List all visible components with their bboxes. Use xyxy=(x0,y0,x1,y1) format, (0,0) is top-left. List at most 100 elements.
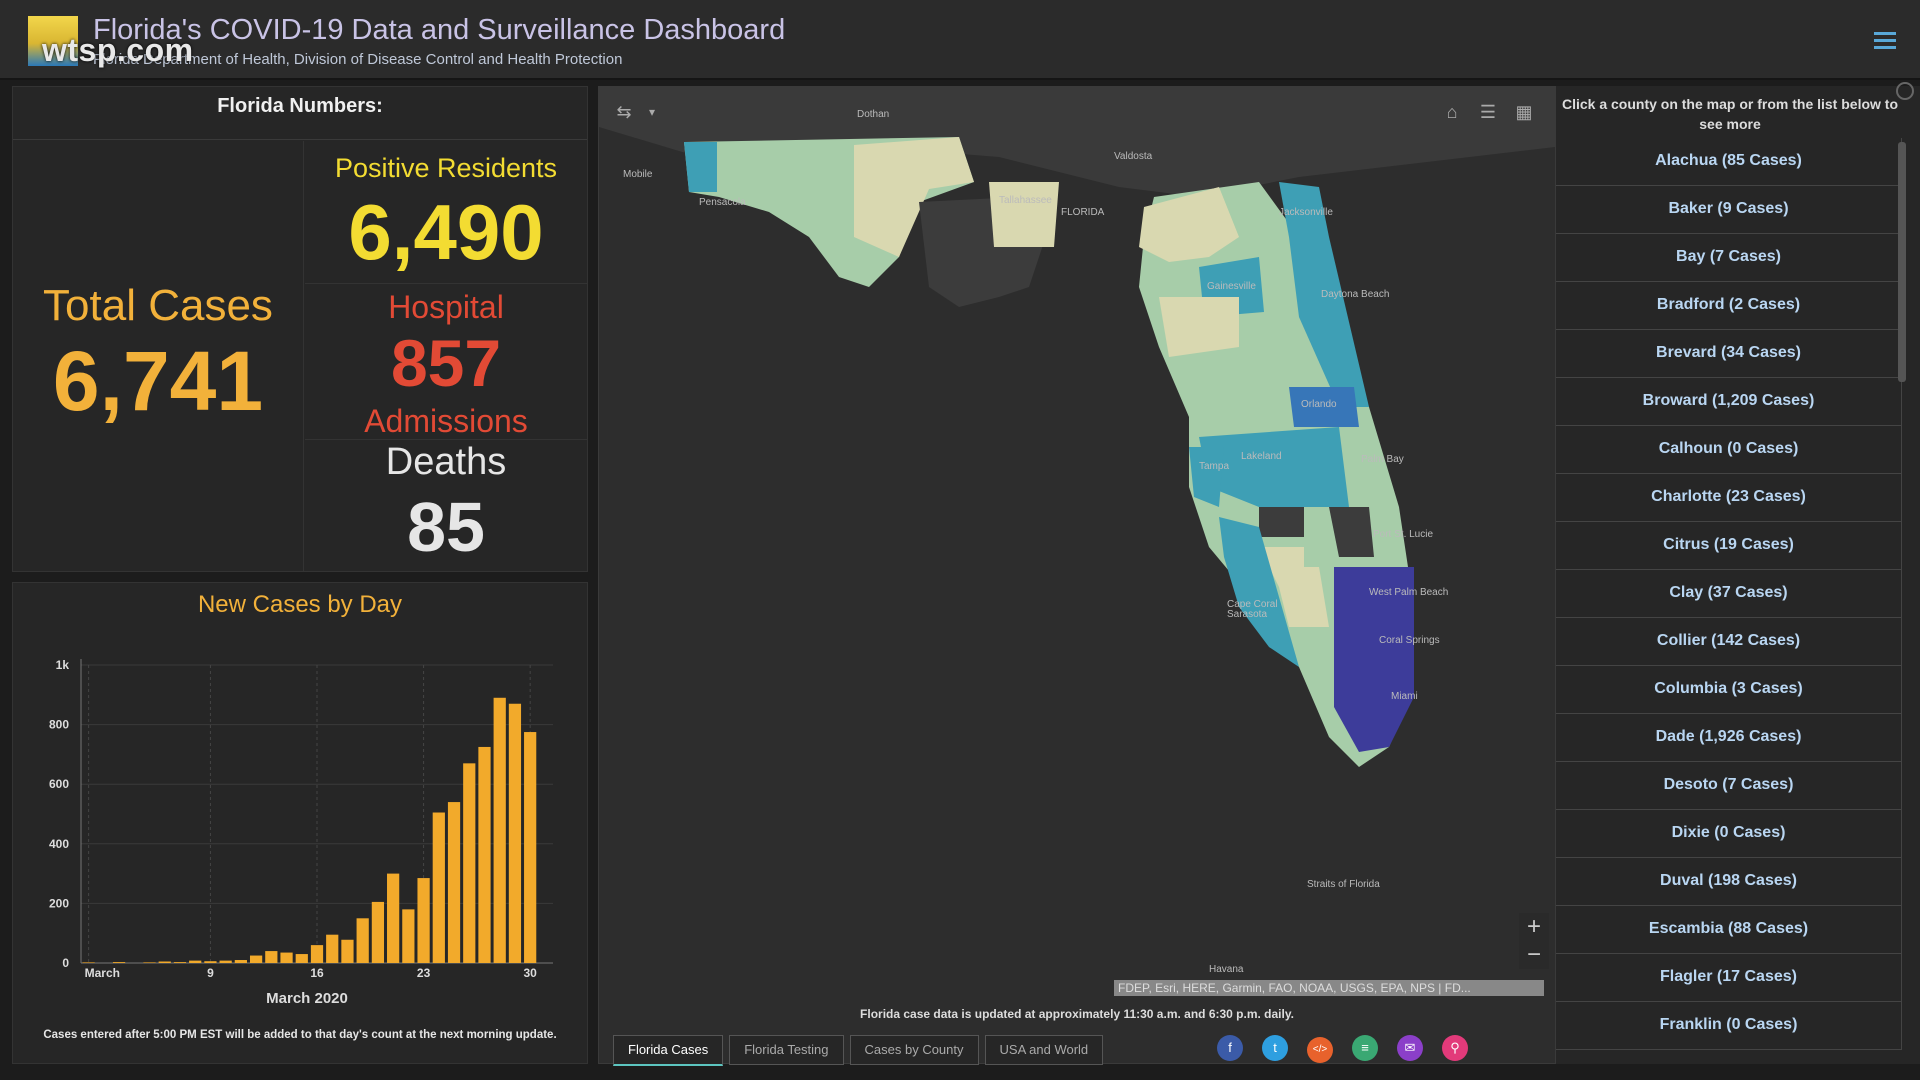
home-icon[interactable]: ⌂ xyxy=(1446,102,1458,122)
map-county-sarasota-lee[interactable] xyxy=(1219,517,1299,667)
city-label: Valdosta xyxy=(1114,151,1153,162)
map-county-north-low[interactable] xyxy=(1139,187,1239,262)
chart-bar xyxy=(189,960,202,963)
grid-icon[interactable]: ▦ xyxy=(1515,102,1533,122)
county-item-brevard[interactable]: Brevard (34 Cases) xyxy=(1556,330,1902,378)
county-item-bay[interactable]: Bay (7 Cases) xyxy=(1556,234,1902,282)
map-county-central[interactable] xyxy=(1199,427,1349,507)
chart-bar xyxy=(326,934,339,963)
city-label: West Palm Beach xyxy=(1369,587,1448,598)
map-county-orange[interactable] xyxy=(1289,387,1359,427)
county-item-desoto[interactable]: Desoto (7 Cases) xyxy=(1556,762,1902,810)
tab-florida-cases[interactable]: Florida Cases xyxy=(613,1035,724,1066)
chart-bar xyxy=(493,697,506,963)
county-item-dade[interactable]: Dade (1,926 Cases) xyxy=(1556,714,1902,762)
positive-residents-label: Positive Residents xyxy=(334,153,558,183)
county-item-clay[interactable]: Clay (37 Cases) xyxy=(1556,570,1902,618)
map-attribution: FDEP, Esri, HERE, Garmin, FAO, NOAA, USG… xyxy=(1114,980,1544,996)
map-county-lake-okeechobee[interactable] xyxy=(1329,507,1374,557)
facebook-icon[interactable]: f xyxy=(1217,1035,1243,1061)
map-county-dark-inland[interactable] xyxy=(1259,507,1304,537)
county-item-bradford[interactable]: Bradford (2 Cases) xyxy=(1556,282,1902,330)
map-county-east-coast[interactable] xyxy=(1289,237,1369,407)
city-label: Orlando xyxy=(1301,399,1337,410)
x-axis-label: March 2020 xyxy=(266,990,348,1007)
city-label: Tampa xyxy=(1199,461,1229,472)
florida-numbers-panel: Florida Numbers: Total Cases 6,741 Posit… xyxy=(12,86,588,572)
map-county-southwest-low[interactable] xyxy=(1259,547,1329,627)
county-item-franklin[interactable]: Franklin (0 Cases) xyxy=(1556,1002,1902,1050)
chart-bar xyxy=(234,960,247,963)
y-tick-label: 0 xyxy=(62,956,69,970)
county-item-collier[interactable]: Collier (142 Cases) xyxy=(1556,618,1902,666)
chart-bar xyxy=(310,945,324,963)
map-county-hillsborough[interactable] xyxy=(1189,447,1224,507)
map-county-duval[interactable] xyxy=(1279,182,1329,237)
embed-icon[interactable]: </> xyxy=(1307,1037,1333,1063)
florida-map-panel[interactable]: Dothan Valdosta Mobile Pensacola Tallaha… xyxy=(598,86,1556,1066)
city-label: Miami xyxy=(1391,691,1418,702)
county-item-charlotte[interactable]: Charlotte (23 Cases) xyxy=(1556,474,1902,522)
county-list-scrollbar[interactable] xyxy=(1898,142,1906,382)
divider xyxy=(305,439,587,440)
map-county-escambia[interactable] xyxy=(684,142,717,192)
chart-bar xyxy=(417,878,430,963)
chart-bar xyxy=(143,962,156,963)
county-list-panel: Click a county on the map or from the li… xyxy=(1556,86,1920,1064)
divider xyxy=(305,283,587,284)
florida-health-logo xyxy=(28,16,78,66)
chart-bar xyxy=(265,951,278,963)
y-tick-label: 800 xyxy=(49,718,69,732)
x-tick-label: 30 xyxy=(523,966,537,980)
county-item-broward[interactable]: Broward (1,209 Cases) xyxy=(1556,378,1902,426)
numbers-title: Florida Numbers: xyxy=(217,95,383,117)
chart-bar xyxy=(158,961,171,963)
tab-florida-testing[interactable]: Florida Testing xyxy=(729,1035,844,1065)
total-cases-label: Total Cases xyxy=(43,281,273,330)
county-list: Alachua (85 Cases) Baker (9 Cases) Bay (… xyxy=(1556,138,1902,1050)
county-item-duval[interactable]: Duval (198 Cases) xyxy=(1556,858,1902,906)
city-label: Palm Bay xyxy=(1361,454,1404,465)
bookmark-icon[interactable]: ⇆ xyxy=(616,102,632,122)
zoom-out-button[interactable]: − xyxy=(1519,941,1549,969)
map-county-leon[interactable] xyxy=(989,182,1059,247)
chart-bar xyxy=(524,732,537,963)
link-icon[interactable]: ⚲ xyxy=(1442,1035,1468,1061)
county-item-columbia[interactable]: Columbia (3 Cases) xyxy=(1556,666,1902,714)
city-label: Tallahassee xyxy=(999,195,1052,206)
map-land-north xyxy=(599,87,1555,197)
map-county-palm-beach-broward[interactable] xyxy=(1334,567,1414,752)
twitter-icon[interactable]: t xyxy=(1262,1035,1288,1061)
county-item-escambia[interactable]: Escambia (88 Cases) xyxy=(1556,906,1902,954)
data-update-note: Florida case data is updated at approxim… xyxy=(860,1007,1294,1021)
dashboard-tabs: Florida Cases Florida Testing Cases by Cou… xyxy=(613,1035,1109,1066)
map-county-west-low[interactable] xyxy=(1159,297,1239,357)
city-label: Lakeland xyxy=(1241,451,1282,462)
zoom-in-button[interactable]: + xyxy=(1519,913,1549,941)
county-item-citrus[interactable]: Citrus (19 Cases) xyxy=(1556,522,1902,570)
hamburger-menu-icon[interactable] xyxy=(1874,32,1896,50)
florida-county-map[interactable]: Dothan Valdosta Mobile Pensacola Tallaha… xyxy=(599,87,1555,1027)
chart-bar xyxy=(371,901,385,963)
map-county-low-a[interactable] xyxy=(854,137,974,257)
county-item-alachua[interactable]: Alachua (85 Cases) xyxy=(1556,138,1902,186)
y-tick-label: 400 xyxy=(49,837,69,851)
x-tick-label: 9 xyxy=(207,966,214,980)
city-label: Sarasota xyxy=(1227,609,1267,620)
tab-cases-by-county[interactable]: Cases by County xyxy=(849,1035,979,1065)
divider xyxy=(13,139,587,140)
divider xyxy=(303,141,304,571)
new-cases-chart-panel: New Cases by Day 0 200 400 600 800 1k March 9 16… xyxy=(12,582,588,1064)
list-icon[interactable]: ☰ xyxy=(1479,102,1497,122)
county-item-dixie[interactable]: Dixie (0 Cases) xyxy=(1556,810,1902,858)
chart-bar xyxy=(463,763,476,963)
info-icon[interactable] xyxy=(1896,82,1914,100)
chart-bar xyxy=(204,961,217,963)
tab-usa-and-world[interactable]: USA and World xyxy=(984,1035,1104,1065)
county-item-flagler[interactable]: Flagler (17 Cases) xyxy=(1556,954,1902,1002)
document-icon[interactable]: ≡ xyxy=(1352,1035,1378,1061)
county-item-calhoun[interactable]: Calhoun (0 Cases) xyxy=(1556,426,1902,474)
email-icon[interactable]: ✉ xyxy=(1397,1035,1423,1061)
chevron-down-icon[interactable]: ▾ xyxy=(648,105,656,119)
county-item-baker[interactable]: Baker (9 Cases) xyxy=(1556,186,1902,234)
